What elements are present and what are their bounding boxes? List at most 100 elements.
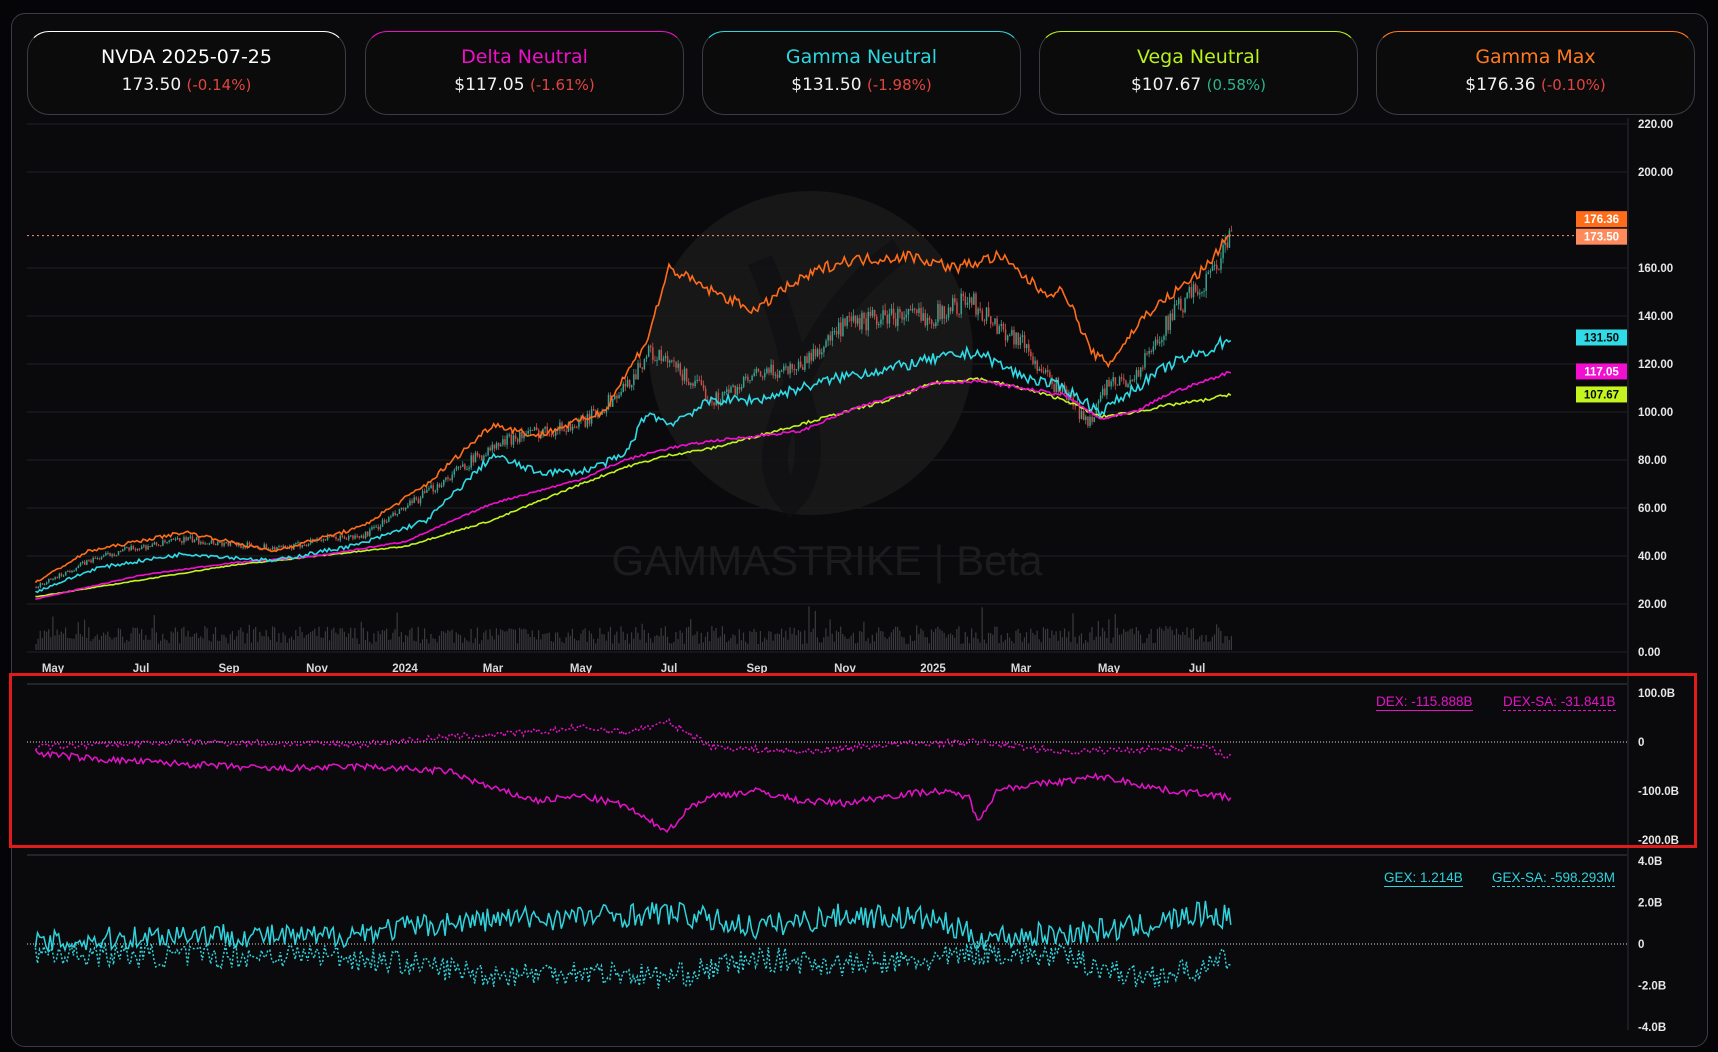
y-tick-label: 20.00 (1638, 599, 1667, 611)
candle-body (1144, 353, 1146, 368)
candle-body (751, 375, 753, 381)
volume-bar (244, 643, 246, 650)
candle-body (768, 368, 770, 373)
candle-body (497, 443, 500, 447)
summary-card[interactable]: Delta Neutral $117.05 (-1.61%) (365, 31, 684, 115)
summary-card[interactable]: Gamma Max $176.36 (-0.10%) (1376, 31, 1695, 115)
summary-card[interactable]: NVDA 2025-07-25 173.50 (-0.14%) (27, 31, 346, 115)
candle-body (83, 561, 86, 565)
candle-body (440, 485, 443, 487)
candle-body (390, 516, 392, 518)
candle-body (757, 368, 760, 372)
candle-body (369, 529, 371, 536)
volume-bar (544, 633, 546, 650)
candle-body (71, 570, 73, 573)
gex-sa-legend[interactable]: GEX-SA: -598.293M (1492, 870, 1616, 887)
volume-bar (806, 643, 808, 650)
volume-bar (966, 636, 968, 650)
summary-card[interactable]: Vega Neutral $107.67 (0.58%) (1039, 31, 1358, 115)
candle-body (565, 431, 568, 433)
dex-sa-legend[interactable]: DEX-SA: -31.841B (1503, 694, 1616, 711)
volume-bar (1061, 637, 1064, 650)
candle-body (852, 315, 855, 322)
volume-bar (1082, 643, 1085, 650)
candle-body (371, 527, 373, 530)
watermark-text: GAMMASTRIKE | Beta (611, 537, 1043, 584)
volume-bar (704, 636, 707, 650)
volume-bar (210, 641, 212, 650)
volume-bar (956, 629, 958, 650)
volume-bar (821, 642, 823, 650)
volume-bar (155, 632, 157, 650)
volume-bar (193, 633, 195, 650)
volume-bar (202, 638, 204, 650)
candle-body (489, 447, 491, 451)
volume-bar (217, 640, 219, 650)
volume-bar (1091, 626, 1093, 650)
candle-body (1167, 316, 1169, 331)
volume-bar (1006, 632, 1009, 650)
y-tick-label: 120.00 (1638, 359, 1673, 371)
gex-legend[interactable]: GEX: 1.214B (1384, 870, 1463, 887)
candle-body (41, 583, 44, 585)
volume-bar (464, 637, 466, 650)
volume-bar (299, 626, 301, 650)
volume-bar (322, 637, 324, 650)
volume-bar (415, 641, 417, 650)
candle-body (620, 392, 622, 396)
candle-body (105, 553, 107, 556)
card-change: (0.58%) (1206, 76, 1267, 94)
candle-body (143, 545, 145, 547)
candle-body (1190, 287, 1193, 298)
candle-body (219, 542, 221, 544)
volume-bar (96, 634, 98, 650)
candle-body (975, 293, 977, 315)
candle-body (246, 542, 249, 548)
candle-body (656, 360, 658, 362)
candle-body (1125, 380, 1127, 387)
candle-body (1218, 269, 1220, 271)
price-tag-label: 173.50 (1584, 232, 1619, 244)
volume-bar (1139, 634, 1142, 650)
volume-bar (339, 628, 341, 650)
volume-bar (364, 640, 367, 650)
volume-bar (290, 636, 293, 650)
volume-bar (1032, 632, 1034, 650)
volume-bar (360, 621, 362, 650)
volume-bar (124, 642, 126, 650)
candle-body (937, 304, 939, 323)
candle-body (911, 308, 914, 311)
volume-bar (282, 632, 284, 650)
volume-bar (172, 632, 174, 650)
card-value: $176.36 (1465, 75, 1536, 95)
candle-body (1186, 292, 1188, 299)
summary-card[interactable]: Gamma Neutral $131.50 (-1.98%) (702, 31, 1021, 115)
price-tag (1576, 211, 1627, 228)
volume-bar (407, 636, 409, 650)
volume-bar (992, 634, 994, 650)
volume-bar (1167, 628, 1169, 650)
candle-body (592, 409, 595, 411)
volume-bar (212, 633, 215, 650)
candle-body (842, 318, 844, 337)
candle-body (297, 542, 299, 544)
candle-body (149, 546, 151, 548)
volume-bar (1125, 631, 1127, 650)
candle-body (1228, 230, 1231, 248)
y-tick-label: 40.00 (1638, 551, 1667, 563)
volume-bar (1063, 628, 1066, 650)
volume-bar (516, 643, 519, 650)
candle-body (897, 308, 899, 326)
candle-body (1025, 344, 1028, 349)
volume-bar (174, 627, 176, 650)
volume-bar (688, 626, 690, 650)
volume-bar (1197, 639, 1199, 650)
price-tag (1576, 228, 1627, 245)
volume-bar (840, 626, 842, 650)
candle-body (415, 497, 418, 500)
dex-legend[interactable]: DEX: -115.888B (1376, 694, 1473, 711)
card-change: (-0.14%) (186, 76, 252, 94)
volume-bar (664, 626, 666, 650)
volume-bar (508, 628, 510, 650)
